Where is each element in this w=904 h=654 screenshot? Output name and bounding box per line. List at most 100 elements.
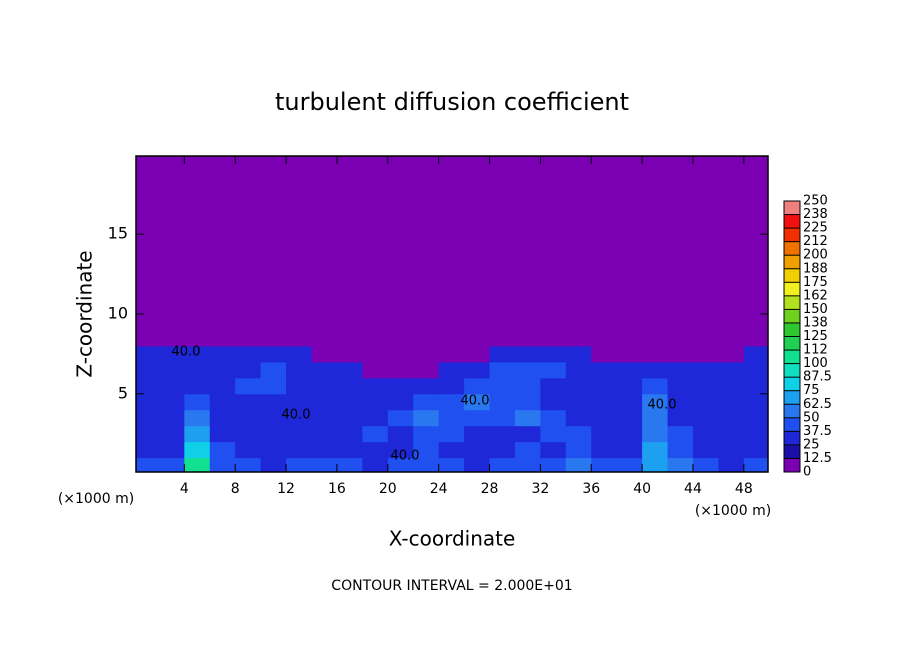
cell <box>158 409 185 427</box>
cell <box>387 409 414 427</box>
colorbar-swatch <box>784 241 800 256</box>
cell <box>362 409 389 427</box>
x-axis-label: X-coordinate <box>389 527 516 551</box>
cell <box>616 441 643 459</box>
colorbar-tick-label: 87.5 <box>803 370 832 385</box>
colorbar-tick-label: 212 <box>803 234 828 249</box>
cell <box>136 425 160 443</box>
cell <box>311 377 338 395</box>
cell <box>387 393 414 411</box>
cell <box>136 441 160 459</box>
cell <box>387 361 414 379</box>
cell <box>718 409 745 427</box>
cell <box>209 409 236 427</box>
cell <box>464 409 491 427</box>
cell <box>136 345 160 363</box>
footer-note: CONTOUR INTERVAL = 2.000E+01 <box>331 578 572 594</box>
colorbar-tick-label: 50 <box>803 410 820 425</box>
cell <box>413 377 440 395</box>
cell <box>311 409 338 427</box>
cell <box>311 345 338 363</box>
colorbar-swatch <box>784 336 800 351</box>
cell <box>489 457 516 472</box>
cell <box>158 345 185 363</box>
cell <box>413 441 440 459</box>
cell <box>438 441 465 459</box>
cell <box>718 457 745 472</box>
x-tick-label: 8 <box>231 481 240 497</box>
cell <box>362 441 389 459</box>
cell <box>184 393 211 411</box>
cell <box>413 361 440 379</box>
cell <box>184 409 211 427</box>
cell <box>286 393 312 411</box>
cell <box>158 393 185 411</box>
colorbar-swatch <box>784 404 800 419</box>
cell <box>642 409 669 427</box>
cell <box>591 329 618 347</box>
cell <box>158 329 185 347</box>
cell <box>235 361 262 379</box>
cell <box>591 409 618 427</box>
cell <box>540 393 567 411</box>
cell <box>362 425 389 443</box>
cell <box>514 329 541 347</box>
cell <box>336 457 363 472</box>
cell <box>136 457 160 472</box>
cell <box>235 441 262 459</box>
cell <box>362 377 389 395</box>
colorbar-tick-label: 238 <box>803 207 828 222</box>
x-tick-label: 12 <box>277 481 295 497</box>
y-axis-label: Z-coordinate <box>73 250 97 377</box>
x-unit-label: (×1000 m) <box>58 491 134 507</box>
colorbar-swatch <box>784 363 800 378</box>
colorbar-swatch <box>784 350 800 364</box>
cell <box>591 425 618 443</box>
cell <box>286 361 312 379</box>
cell <box>286 329 312 347</box>
cell <box>642 457 669 472</box>
x-tick-label: 44 <box>684 481 702 497</box>
cell <box>667 377 694 395</box>
y-tick-label: 15 <box>108 224 128 243</box>
cell <box>616 377 643 395</box>
cell <box>743 441 768 459</box>
cell <box>464 377 491 395</box>
cell <box>336 409 363 427</box>
cell <box>311 361 338 379</box>
cell <box>464 425 491 443</box>
cell <box>260 393 287 411</box>
colorbar-tick-label: 125 <box>803 329 828 344</box>
cell <box>209 425 236 443</box>
colorbar-swatch <box>784 255 800 270</box>
cell <box>286 409 312 427</box>
x-tick-label: 4 <box>180 481 189 497</box>
cell <box>718 345 745 363</box>
cell <box>158 441 185 459</box>
cell <box>464 345 491 363</box>
cell <box>692 377 719 395</box>
cell <box>667 393 694 411</box>
cell <box>464 361 491 379</box>
colorbar-tick-label: 138 <box>803 315 828 330</box>
cell <box>718 329 745 347</box>
cell <box>260 361 287 379</box>
cell <box>616 409 643 427</box>
cell <box>209 329 236 347</box>
cell <box>743 361 768 379</box>
cell <box>540 457 567 472</box>
cell <box>336 345 363 363</box>
cell <box>209 361 236 379</box>
cell <box>387 441 414 459</box>
cell <box>336 329 363 347</box>
x-tick-label: 20 <box>379 481 397 497</box>
cell <box>286 457 312 472</box>
cell <box>336 393 363 411</box>
contour-label: 40.0 <box>282 408 311 423</box>
cell <box>489 425 516 443</box>
cell <box>616 393 643 411</box>
cell <box>565 393 592 411</box>
cell <box>387 329 414 347</box>
x-tick-label: 16 <box>328 481 346 497</box>
cell <box>514 393 541 411</box>
